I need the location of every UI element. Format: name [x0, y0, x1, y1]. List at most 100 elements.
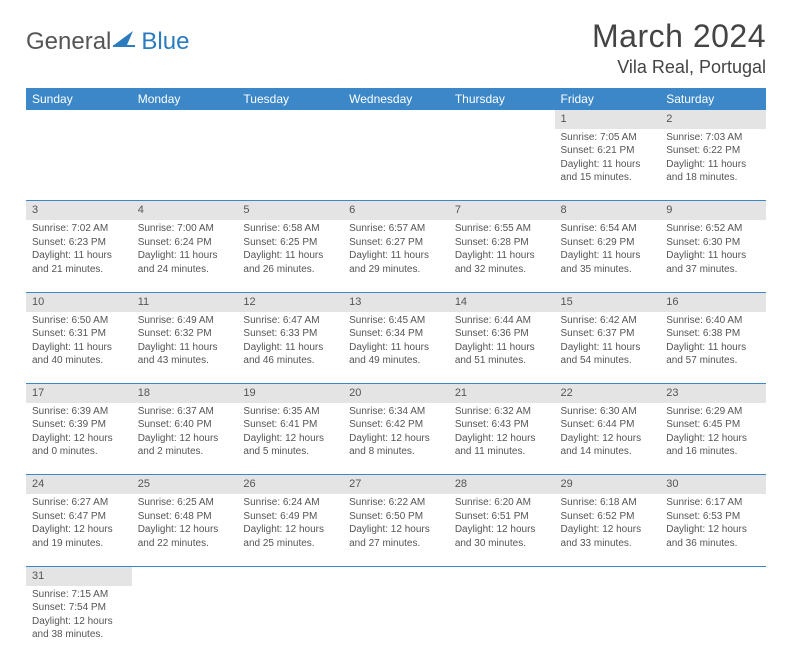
day-number-cell: [343, 110, 449, 129]
day-number-cell: [132, 566, 238, 585]
day-detail-cell: Sunrise: 7:00 AMSunset: 6:24 PMDaylight:…: [132, 220, 238, 292]
day-number-cell: 10: [26, 292, 132, 311]
day-detail-cell: Sunrise: 7:05 AMSunset: 6:21 PMDaylight:…: [555, 129, 661, 201]
day-header: Saturday: [660, 88, 766, 110]
day-number-cell: 30: [660, 475, 766, 494]
day-detail-cell: [343, 586, 449, 658]
day-detail-cell: Sunrise: 6:37 AMSunset: 6:40 PMDaylight:…: [132, 403, 238, 475]
day-number-cell: [237, 110, 343, 129]
day-detail-cell: [343, 129, 449, 201]
day-detail-cell: Sunrise: 6:17 AMSunset: 6:53 PMDaylight:…: [660, 494, 766, 566]
day-detail-cell: Sunrise: 6:44 AMSunset: 6:36 PMDaylight:…: [449, 312, 555, 384]
day-detail-cell: Sunrise: 6:52 AMSunset: 6:30 PMDaylight:…: [660, 220, 766, 292]
day-detail-cell: Sunrise: 6:54 AMSunset: 6:29 PMDaylight:…: [555, 220, 661, 292]
day-number-cell: 20: [343, 384, 449, 403]
header: General Blue March 2024 Vila Real, Portu…: [26, 18, 766, 78]
logo-text-general: General: [26, 28, 111, 56]
day-number-cell: 9: [660, 201, 766, 220]
day-detail-cell: [555, 586, 661, 658]
day-detail-cell: Sunrise: 7:02 AMSunset: 6:23 PMDaylight:…: [26, 220, 132, 292]
day-number-cell: 6: [343, 201, 449, 220]
day-detail-cell: Sunrise: 6:20 AMSunset: 6:51 PMDaylight:…: [449, 494, 555, 566]
day-number-cell: 19: [237, 384, 343, 403]
day-number-cell: 22: [555, 384, 661, 403]
day-detail-cell: Sunrise: 6:45 AMSunset: 6:34 PMDaylight:…: [343, 312, 449, 384]
day-number-cell: 26: [237, 475, 343, 494]
day-detail-cell: Sunrise: 6:27 AMSunset: 6:47 PMDaylight:…: [26, 494, 132, 566]
calendar-table: SundayMondayTuesdayWednesdayThursdayFrid…: [26, 88, 766, 658]
day-detail-cell: Sunrise: 6:29 AMSunset: 6:45 PMDaylight:…: [660, 403, 766, 475]
day-detail-cell: Sunrise: 6:49 AMSunset: 6:32 PMDaylight:…: [132, 312, 238, 384]
day-number-cell: 25: [132, 475, 238, 494]
day-detail-cell: Sunrise: 7:15 AMSunset: 7:54 PMDaylight:…: [26, 586, 132, 658]
day-detail-cell: Sunrise: 6:57 AMSunset: 6:27 PMDaylight:…: [343, 220, 449, 292]
day-number-cell: 24: [26, 475, 132, 494]
day-number-cell: 29: [555, 475, 661, 494]
day-number-cell: 7: [449, 201, 555, 220]
day-header: Wednesday: [343, 88, 449, 110]
day-number-cell: 2: [660, 110, 766, 129]
day-number-cell: 11: [132, 292, 238, 311]
day-number-cell: 5: [237, 201, 343, 220]
day-detail-cell: Sunrise: 6:30 AMSunset: 6:44 PMDaylight:…: [555, 403, 661, 475]
day-number-cell: 23: [660, 384, 766, 403]
day-detail-cell: Sunrise: 6:22 AMSunset: 6:50 PMDaylight:…: [343, 494, 449, 566]
day-number-cell: 13: [343, 292, 449, 311]
day-detail-cell: [132, 129, 238, 201]
day-number-cell: 28: [449, 475, 555, 494]
day-detail-cell: Sunrise: 6:39 AMSunset: 6:39 PMDaylight:…: [26, 403, 132, 475]
day-number-cell: [343, 566, 449, 585]
day-number-cell: 1: [555, 110, 661, 129]
day-header: Monday: [132, 88, 238, 110]
flag-icon: [113, 29, 139, 56]
day-detail-cell: Sunrise: 6:32 AMSunset: 6:43 PMDaylight:…: [449, 403, 555, 475]
title-block: March 2024 Vila Real, Portugal: [592, 18, 766, 78]
day-detail-cell: Sunrise: 6:55 AMSunset: 6:28 PMDaylight:…: [449, 220, 555, 292]
day-detail-cell: Sunrise: 6:35 AMSunset: 6:41 PMDaylight:…: [237, 403, 343, 475]
day-detail-cell: [237, 586, 343, 658]
logo: General Blue: [26, 18, 189, 56]
day-header: Tuesday: [237, 88, 343, 110]
day-header: Sunday: [26, 88, 132, 110]
day-detail-cell: Sunrise: 6:18 AMSunset: 6:52 PMDaylight:…: [555, 494, 661, 566]
day-detail-cell: Sunrise: 7:03 AMSunset: 6:22 PMDaylight:…: [660, 129, 766, 201]
day-number-cell: 18: [132, 384, 238, 403]
day-number-cell: [132, 110, 238, 129]
day-number-cell: [449, 110, 555, 129]
day-detail-cell: [26, 129, 132, 201]
day-detail-cell: [660, 586, 766, 658]
month-title: March 2024: [592, 18, 766, 55]
day-header: Thursday: [449, 88, 555, 110]
day-detail-cell: Sunrise: 6:58 AMSunset: 6:25 PMDaylight:…: [237, 220, 343, 292]
day-number-cell: [237, 566, 343, 585]
day-detail-cell: [132, 586, 238, 658]
day-detail-cell: Sunrise: 6:42 AMSunset: 6:37 PMDaylight:…: [555, 312, 661, 384]
day-number-cell: [555, 566, 661, 585]
day-detail-cell: Sunrise: 6:34 AMSunset: 6:42 PMDaylight:…: [343, 403, 449, 475]
day-number-cell: 16: [660, 292, 766, 311]
day-detail-cell: [237, 129, 343, 201]
day-number-cell: 21: [449, 384, 555, 403]
day-number-cell: 27: [343, 475, 449, 494]
logo-text-blue: Blue: [141, 28, 189, 56]
location: Vila Real, Portugal: [592, 57, 766, 78]
day-detail-cell: Sunrise: 6:40 AMSunset: 6:38 PMDaylight:…: [660, 312, 766, 384]
day-number-cell: 8: [555, 201, 661, 220]
day-number-cell: 17: [26, 384, 132, 403]
day-header: Friday: [555, 88, 661, 110]
day-number-cell: 15: [555, 292, 661, 311]
day-number-cell: 31: [26, 566, 132, 585]
day-number-cell: 12: [237, 292, 343, 311]
day-detail-cell: Sunrise: 6:50 AMSunset: 6:31 PMDaylight:…: [26, 312, 132, 384]
day-detail-cell: Sunrise: 6:25 AMSunset: 6:48 PMDaylight:…: [132, 494, 238, 566]
day-detail-cell: Sunrise: 6:24 AMSunset: 6:49 PMDaylight:…: [237, 494, 343, 566]
day-detail-cell: [449, 129, 555, 201]
day-number-cell: 14: [449, 292, 555, 311]
day-number-cell: 4: [132, 201, 238, 220]
day-number-cell: [26, 110, 132, 129]
day-header-row: SundayMondayTuesdayWednesdayThursdayFrid…: [26, 88, 766, 110]
day-detail-cell: [449, 586, 555, 658]
day-detail-cell: Sunrise: 6:47 AMSunset: 6:33 PMDaylight:…: [237, 312, 343, 384]
day-number-cell: [449, 566, 555, 585]
day-number-cell: 3: [26, 201, 132, 220]
